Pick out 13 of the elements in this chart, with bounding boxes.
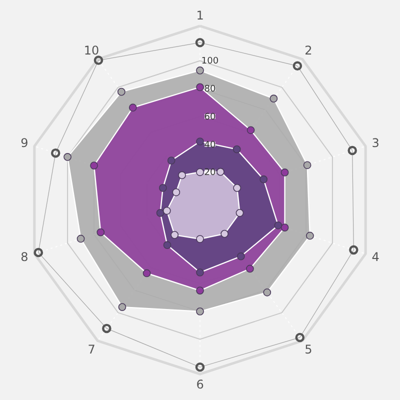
spoke-label: 1 [196, 8, 204, 22]
y-tick-label: 80 [204, 84, 216, 95]
spoke-label: 9 [20, 136, 28, 150]
spoke-label: 7 [88, 342, 96, 356]
spoke-label: 10 [84, 44, 100, 58]
y-tick-label: 100 [201, 56, 219, 67]
spoke-label: 2 [304, 44, 312, 58]
spoke-label: 6 [196, 378, 204, 392]
spoke-label: 8 [20, 250, 28, 264]
spoke-label: 3 [372, 136, 380, 150]
y-tick-label: 20 [204, 168, 216, 178]
spoke-label: 4 [372, 250, 380, 264]
spoke-label: 5 [304, 342, 312, 356]
